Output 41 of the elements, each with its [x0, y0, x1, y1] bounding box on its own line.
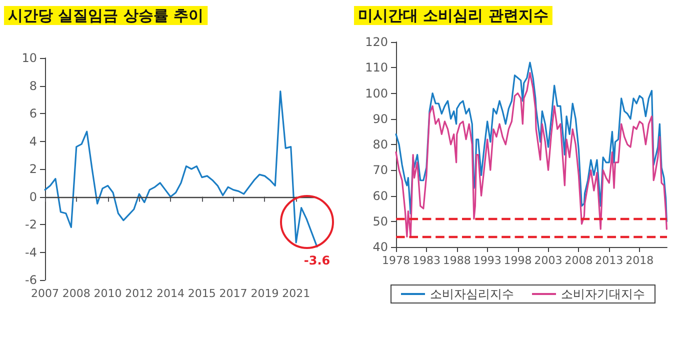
y-tick-label: 80 — [372, 138, 388, 152]
x-tick-label: 1998 — [504, 254, 532, 267]
x-tick-label: 1983 — [412, 254, 440, 267]
y-tick-label: -2 — [25, 218, 37, 232]
y-tick-label: 4 — [29, 134, 37, 148]
y-tick-label: 50 — [372, 214, 388, 228]
x-tick-label: 2021 — [282, 287, 310, 300]
data-label: -3.6 — [304, 254, 330, 268]
y-tick-label: 40 — [372, 240, 388, 254]
x-tick-label: 2008 — [564, 254, 593, 267]
y-tick-label: 6 — [29, 106, 37, 120]
y-tick-label: -6 — [25, 273, 37, 287]
x-tick-label: 2012 — [125, 287, 154, 300]
x-tick-label: 2014 — [156, 287, 185, 300]
x-tick-label: 2018 — [626, 254, 654, 267]
y-tick-label: -4 — [25, 245, 37, 260]
x-tick-label: 2017 — [219, 287, 248, 300]
x-tick-label: 1978 — [382, 254, 410, 267]
x-tick-label: 2019 — [250, 287, 279, 300]
y-tick-label: 60 — [372, 188, 388, 203]
legend-label: 소비자기대지수 — [561, 287, 645, 301]
x-tick-label: 1988 — [442, 254, 471, 267]
legend-label: 소비자심리지수 — [430, 287, 514, 301]
y-tick-label: 110 — [365, 60, 388, 75]
y-tick-label: 90 — [372, 112, 388, 126]
y-tick-label: 100 — [365, 86, 388, 100]
y-tick-label: 8 — [29, 78, 37, 93]
x-tick-label: 1993 — [473, 254, 502, 267]
x-tick-label: 2010 — [94, 287, 122, 300]
chart-title: 시간당 실질임금 상승률 추이 — [8, 6, 204, 24]
y-tick-label: 0 — [29, 190, 37, 204]
x-tick-label: 2008 — [62, 287, 90, 300]
chart-title: 미시간대 소비심리 관련지수 — [358, 6, 548, 24]
y-tick-label: 70 — [372, 163, 388, 178]
y-tick-label: 10 — [22, 51, 37, 65]
x-tick-label: 2007 — [31, 287, 59, 300]
y-tick-label: 120 — [365, 35, 388, 49]
x-tick-label: 2013 — [595, 254, 624, 267]
x-tick-label: 2003 — [534, 254, 562, 267]
x-tick-label: 2015 — [188, 287, 216, 300]
y-tick-label: 2 — [29, 162, 37, 176]
